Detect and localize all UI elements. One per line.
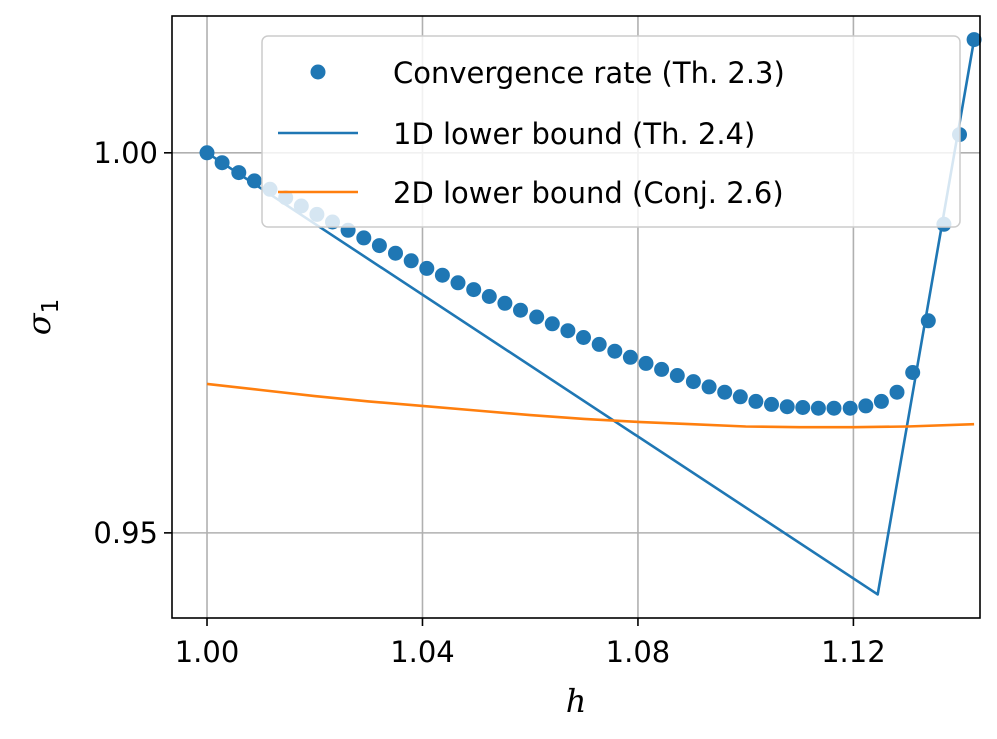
scatter-point — [544, 316, 560, 332]
scatter-point — [748, 393, 764, 409]
scatter-point — [810, 400, 826, 416]
legend-entry-label: 2D lower bound (Conj. 2.6) — [393, 176, 784, 210]
scatter-point — [717, 384, 733, 400]
y-axis-label-subscript: 1 — [38, 299, 64, 314]
scatter-point — [576, 330, 591, 345]
scatter-point — [513, 302, 528, 318]
scatter-point — [905, 365, 921, 380]
scatter-point — [826, 400, 842, 416]
x-tick-label: 1.04 — [390, 635, 455, 669]
legend: Convergence rate (Th. 2.3) 1D lower bound… — [261, 35, 961, 228]
series-line-2 — [206, 382, 975, 429]
scatter-point — [450, 275, 466, 291]
scatter-point — [779, 399, 795, 415]
scatter-point — [214, 155, 230, 171]
scatter-point — [842, 400, 858, 416]
scatter-point — [403, 253, 419, 269]
scatter-point — [371, 238, 387, 254]
scatter-point — [560, 323, 576, 339]
scatter-point — [654, 361, 670, 377]
x-tick-label: 1.08 — [606, 635, 671, 669]
scatter-point — [231, 165, 247, 181]
scatter-point — [591, 336, 607, 352]
scatter-point — [388, 245, 403, 261]
scatter-point — [764, 396, 779, 412]
scatter-point — [795, 400, 811, 415]
scatter-point — [920, 313, 936, 329]
scatter-point — [685, 374, 701, 390]
scatter-point — [638, 355, 654, 371]
scatter-point — [607, 343, 623, 359]
y-axis-label-symbol: σ — [20, 312, 58, 335]
scatter-point — [701, 379, 717, 395]
scatter-point — [966, 32, 982, 48]
scatter-point — [669, 368, 685, 383]
scatter-point — [419, 260, 435, 276]
scatter-point — [529, 309, 545, 325]
scatter-point — [622, 349, 638, 365]
scatter-point — [732, 389, 748, 405]
y-tick-label: 0.95 — [93, 516, 158, 550]
scatter-point — [434, 267, 450, 283]
y-axis-label: σ1 — [20, 299, 64, 335]
plot-area-frame — [171, 15, 981, 619]
legend-entry-label: Convergence rate (Th. 2.3) — [393, 56, 785, 90]
scatter-point — [356, 230, 372, 246]
scatter-point — [858, 398, 874, 414]
x-tick-label: 1.12 — [821, 635, 886, 669]
legend-entry-label: 1D lower bound (Th. 2.4) — [393, 117, 755, 151]
x-tick-label: 1.00 — [175, 635, 240, 669]
scatter-point — [481, 289, 497, 304]
scatter-point — [873, 393, 889, 409]
legend-box — [261, 35, 961, 228]
scatter-point — [497, 295, 513, 311]
svg-text:σ1: σ1 — [20, 299, 64, 335]
y-tick-label: 1.00 — [93, 136, 158, 170]
scatter-point — [246, 173, 262, 189]
x-axis-label: h — [566, 682, 587, 720]
scatter-point — [199, 145, 215, 161]
axis-ticks: 1.00 1.04 1.08 1.12 0.95 1.00 — [93, 136, 885, 669]
scatter-point — [466, 282, 482, 298]
legend-marker-scatter — [310, 64, 326, 80]
scatter-point — [889, 384, 905, 400]
